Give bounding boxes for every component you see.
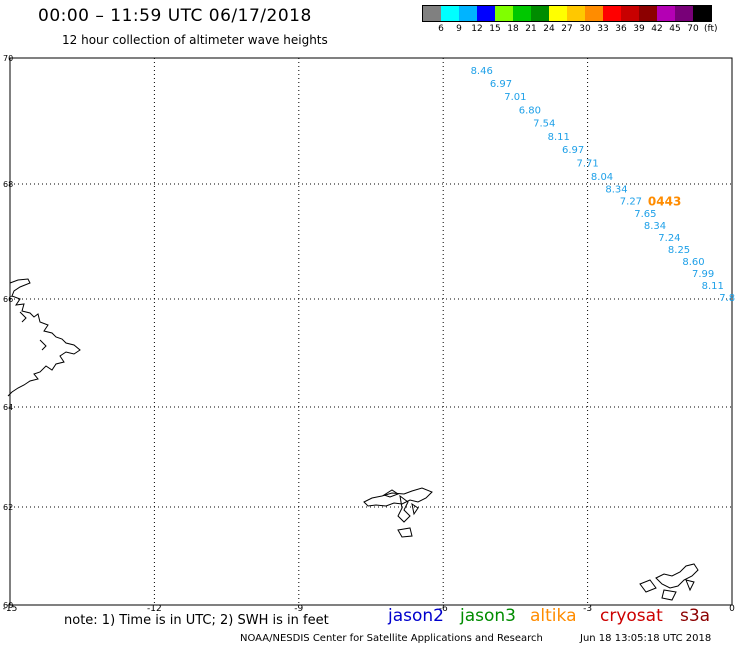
faroe-islands-outline <box>363 487 433 538</box>
map-subtitle: 12 hour collection of altimeter wave hei… <box>62 33 328 47</box>
wave-height-label: 8.60 <box>682 257 704 268</box>
wave-height-label: 7.65 <box>634 209 656 220</box>
map-gridlines <box>10 58 732 605</box>
wave-height-label: 7.27 <box>620 197 642 208</box>
lon-tick-label: -15 <box>3 604 18 614</box>
wave-height-label: 7.8 <box>719 293 735 304</box>
lon-tick-label: -3 <box>583 604 592 614</box>
color-legend-label: 42 <box>651 24 663 34</box>
generated-timestamp: Jun 18 13:05:18 UTC 2018 <box>580 633 712 644</box>
color-legend-swatch <box>459 6 477 21</box>
color-legend-swatch <box>513 6 531 21</box>
color-legend-swatch <box>441 6 459 21</box>
color-legend-swatch <box>531 6 549 21</box>
wave-height-label: 8.25 <box>668 245 690 256</box>
lat-tick-label: 68 <box>3 180 13 189</box>
wave-height-label: 7.24 <box>658 233 680 244</box>
color-legend-label: 36 <box>615 24 627 34</box>
color-legend-swatch <box>639 6 657 21</box>
wave-height-label: 6.97 <box>490 79 512 90</box>
color-legend-swatch <box>423 6 441 21</box>
color-legend-label: 15 <box>489 24 501 34</box>
lon-tick-label: 0 <box>729 604 735 614</box>
color-legend-label: 12 <box>471 24 483 34</box>
color-legend-label: 9 <box>456 24 462 34</box>
wave-height-label: 8.34 <box>605 185 627 196</box>
wave-height-label: 8.04 <box>591 172 613 183</box>
color-legend-label: 45 <box>669 24 681 34</box>
iceland-coastline <box>7 278 81 397</box>
wave-height-label: 7.54 <box>533 119 555 130</box>
footnote: note: 1) Time is in UTC; 2) SWH is in fe… <box>64 613 329 628</box>
map-frame <box>9 57 733 606</box>
color-legend-swatch <box>477 6 495 21</box>
color-legend-label: 39 <box>633 24 645 34</box>
wave-height-label: 6.80 <box>519 105 541 116</box>
color-legend-swatch <box>495 6 513 21</box>
color-legend-label: 6 <box>438 24 444 34</box>
lon-tick-label: -12 <box>147 604 162 614</box>
color-legend: 6 9 12 15 18 21 24 27 30 33 36 39 42 45 70 (ft) <box>422 5 718 34</box>
wave-height-label: 8.11 <box>548 132 570 143</box>
color-legend-swatch <box>657 6 675 21</box>
lon-tick-label: -9 <box>294 604 303 614</box>
lat-tick-label: 64 <box>3 403 13 412</box>
color-legend-swatch <box>567 6 585 21</box>
satellite-legend-altika: altika <box>530 606 577 626</box>
lat-tick-label: 60 <box>3 601 13 610</box>
color-legend-swatch <box>603 6 621 21</box>
color-legend-ticks: 6 9 12 15 18 21 24 27 30 33 36 39 42 45 70 (ft) <box>422 22 717 34</box>
color-legend-swatches <box>422 5 712 22</box>
wave-height-label: 8.34 <box>644 221 666 232</box>
satellite-legend-s3a: s3a <box>680 606 711 626</box>
color-legend-swatch <box>693 6 711 21</box>
wave-height-label: 7.01 <box>504 92 526 103</box>
lon-tick-label: -6 <box>439 604 448 614</box>
map-title: 00:00 – 11:59 UTC 06/17/2018 <box>38 6 312 26</box>
satellite-legend-cryosat: cryosat <box>600 606 663 626</box>
color-legend-label: 27 <box>561 24 573 34</box>
pass-time-label: 0443 <box>648 194 681 208</box>
satellite-legend-jason2: jason2 <box>388 606 444 626</box>
color-legend-label: 33 <box>597 24 609 34</box>
color-legend-swatch <box>675 6 693 21</box>
map-axis-labels: -15 -12 -9 -6 -3 0 70 68 66 64 62 60 <box>3 54 735 614</box>
color-legend-swatch <box>621 6 639 21</box>
color-legend-label: 21 <box>525 24 537 34</box>
color-legend-swatch <box>549 6 567 21</box>
shetland-islands-outline <box>639 563 699 601</box>
color-legend-label: 70 <box>687 24 699 34</box>
color-legend-label: 18 <box>507 24 519 34</box>
credit-line: NOAA/NESDIS Center for Satellite Applica… <box>240 633 543 644</box>
color-legend-label: 30 <box>579 24 591 34</box>
wave-height-label: 8.11 <box>702 281 724 292</box>
wave-height-label: 8.46 <box>471 66 493 77</box>
color-legend-label: 24 <box>543 24 555 34</box>
altimeter-track: 8.46 6.97 7.01 6.80 7.54 8.11 6.97 7.71 8.04 8.34… <box>471 66 736 304</box>
lat-tick-label: 66 <box>3 295 13 304</box>
wave-height-label: 7.71 <box>576 158 598 169</box>
lat-tick-label: 70 <box>3 54 13 63</box>
color-legend-swatch <box>585 6 603 21</box>
color-legend-unit: (ft) <box>704 24 718 34</box>
wave-height-label: 6.97 <box>562 145 584 156</box>
lat-tick-label: 62 <box>3 503 13 512</box>
satellite-legend-jason3: jason3 <box>460 606 516 626</box>
wave-height-label: 7.99 <box>692 269 714 280</box>
